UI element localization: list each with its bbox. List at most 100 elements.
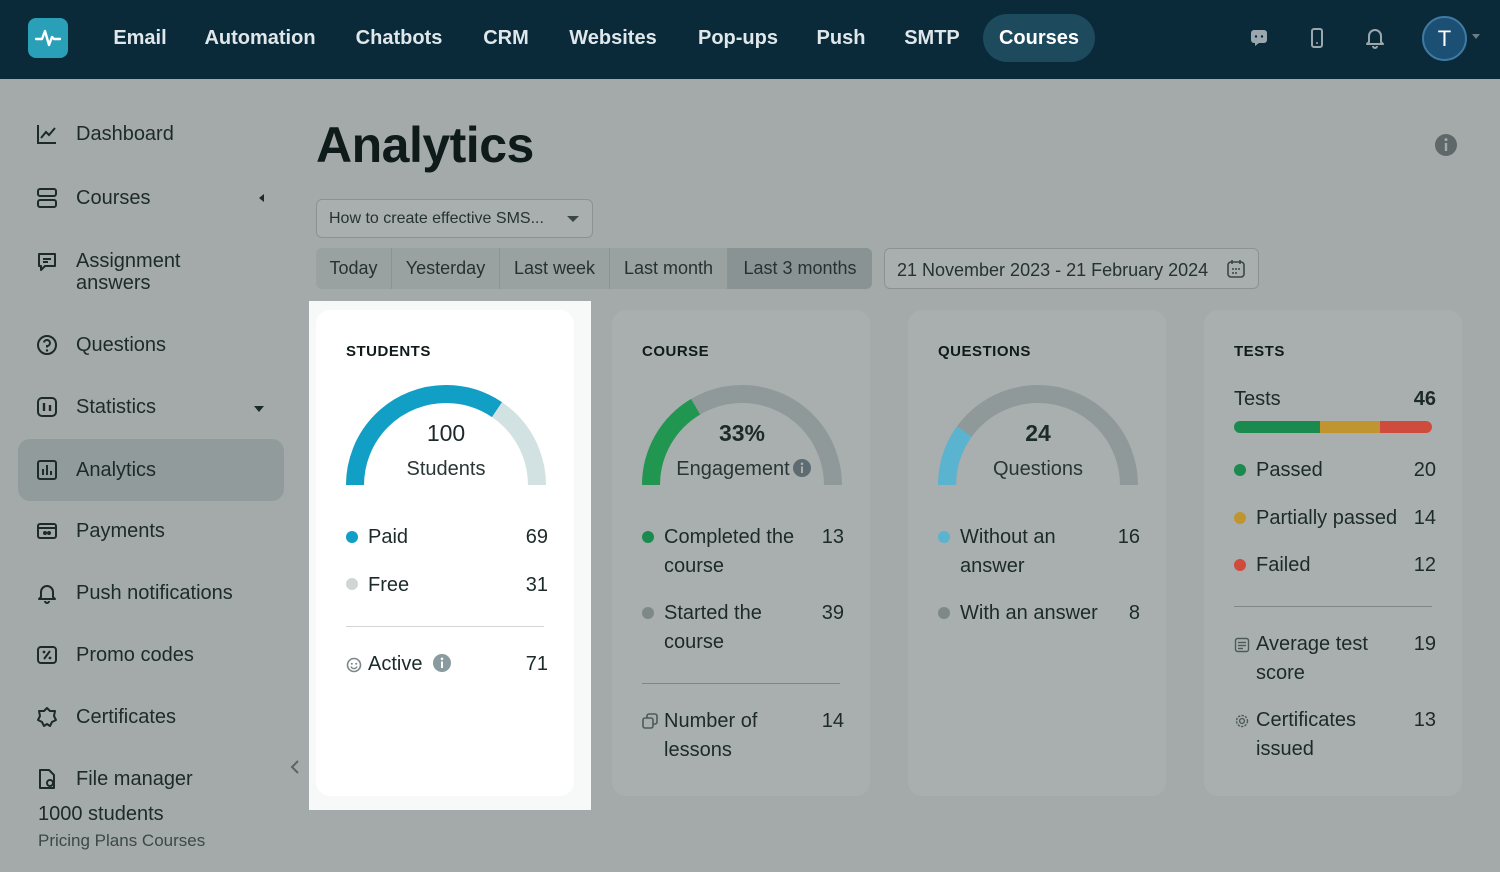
page-title: Analytics	[316, 117, 534, 173]
nav-popups[interactable]: Pop-ups	[698, 27, 778, 49]
stack-icon	[36, 187, 58, 209]
caret-down-icon[interactable]	[254, 406, 264, 412]
sidebar-item-label: Assignment	[76, 250, 181, 272]
file-icon	[36, 768, 58, 790]
avatar-caret-icon[interactable]	[1472, 34, 1480, 39]
started-dot	[642, 607, 654, 619]
top-navigation-bar: Email Automation Chatbots CRM Websites P…	[0, 0, 1500, 79]
active-label: Active	[368, 653, 423, 675]
nav-push[interactable]: Push	[816, 27, 866, 49]
plan-subtitle: Pricing Plans Courses	[38, 831, 206, 850]
certificates-value: 13	[1413, 709, 1436, 731]
lessons-label: Number of	[664, 710, 758, 732]
divider	[1234, 606, 1432, 607]
with-answer-value: 8	[1128, 602, 1140, 624]
free-dot	[346, 578, 358, 590]
date-range-value: 21 November 2023 - 21 February 2024	[897, 260, 1209, 280]
failed-dot	[1234, 559, 1246, 571]
chevron-left-icon[interactable]	[288, 758, 302, 776]
started-label-2: course	[664, 631, 725, 653]
free-value: 31	[525, 574, 548, 596]
caret-left-icon[interactable]	[259, 194, 264, 202]
students-count: 100	[426, 420, 466, 446]
questions-count-label: Questions	[992, 458, 1084, 480]
divider	[346, 626, 544, 627]
certificates-label-2: issued	[1256, 738, 1314, 760]
students-card: STUDENTS 100 Students Paid 69 Free 31 Ac…	[316, 310, 574, 796]
lessons-value: 14	[821, 710, 844, 732]
without-answer-label-2: answer	[960, 555, 1025, 577]
pulse-logo-icon[interactable]	[28, 18, 68, 58]
nav-courses[interactable]: Courses	[983, 14, 1095, 62]
questions-card: QUESTIONS 24 Questions Without an answer…	[908, 310, 1166, 796]
tests-label: Tests	[1234, 388, 1281, 410]
active-value: 71	[525, 653, 548, 675]
students-gauge	[346, 385, 546, 486]
sidebar-item-statistics[interactable]: Statistics	[18, 376, 284, 438]
sidebar-item-dashboard[interactable]: Dashboard	[18, 103, 284, 165]
sidebar-item-promo-codes[interactable]: Promo codes	[18, 624, 284, 686]
range-last-week[interactable]: Last week	[500, 248, 610, 289]
questions-count: 24	[1025, 420, 1051, 446]
course-select-value: How to create effective SMS...	[329, 210, 544, 227]
smile-icon	[346, 657, 362, 673]
average-score-label-2: score	[1256, 662, 1305, 684]
active-info-icon[interactable]	[432, 653, 452, 673]
sidebar-item-label: Push notifications	[76, 582, 233, 604]
nav-automation[interactable]: Automation	[204, 27, 316, 49]
date-range-tabs: Today Yesterday Last week Last month Las…	[316, 248, 872, 289]
started-value: 39	[821, 602, 844, 624]
tests-progress-bar	[1234, 421, 1432, 433]
ticket-percent-icon	[36, 644, 58, 666]
nav-chatbots[interactable]: Chatbots	[355, 27, 443, 49]
engagement-value: 33%	[718, 420, 766, 446]
mobile-device-icon[interactable]	[1306, 26, 1328, 50]
paid-label: Paid	[368, 526, 409, 548]
free-label: Free	[368, 574, 410, 596]
partial-value: 14	[1413, 507, 1436, 529]
nav-email[interactable]: Email	[113, 27, 167, 49]
sidebar-item-payments[interactable]: Payments	[18, 500, 284, 562]
sidebar-item-analytics[interactable]: Analytics	[18, 439, 284, 501]
sidebar-item-push-notifications[interactable]: Push notifications	[18, 562, 284, 624]
passed-label: Passed	[1256, 459, 1323, 481]
paid-value: 69	[525, 526, 548, 548]
completed-label: Completed the	[664, 526, 795, 548]
engagement-label: Engagement	[676, 458, 790, 480]
calendar-icon	[1226, 259, 1246, 279]
wallet-icon	[36, 520, 58, 542]
sidebar-item-certificates[interactable]: Certificates	[18, 686, 284, 748]
completed-dot	[642, 531, 654, 543]
partial-label: Partially passed	[1256, 507, 1398, 529]
nav-crm[interactable]: CRM	[483, 27, 529, 49]
range-last-3-months[interactable]: Last 3 months	[728, 248, 872, 289]
without-answer-dot	[938, 531, 950, 543]
bell-icon	[36, 582, 58, 604]
tests-value: 46	[1413, 388, 1436, 410]
paid-dot	[346, 531, 358, 543]
date-range-picker[interactable]: 21 November 2023 - 21 February 2024	[884, 248, 1259, 289]
engagement-info-icon[interactable]	[792, 458, 812, 478]
students-count-label: Students	[406, 458, 486, 480]
bar-chart-icon	[36, 459, 58, 481]
sidebar-item-courses[interactable]: Courses	[18, 167, 284, 229]
info-icon[interactable]	[1434, 133, 1458, 157]
bell-notifications-icon[interactable]	[1364, 26, 1386, 50]
sidebar-item-label: Payments	[76, 520, 165, 542]
with-answer-label: With an answer	[960, 602, 1098, 624]
stats-icon	[36, 396, 58, 418]
course-select[interactable]: How to create effective SMS...	[316, 199, 593, 238]
sidebar-item-label: answers	[76, 272, 151, 294]
chat-bubble-icon[interactable]	[1248, 26, 1270, 50]
sidebar-item-file-manager[interactable]: File manager	[18, 748, 284, 810]
user-avatar[interactable]: T	[1422, 16, 1467, 61]
card-title: COURSE	[642, 343, 710, 360]
sidebar-item-questions[interactable]: Questions	[18, 314, 284, 376]
sidebar-item-label: Questions	[76, 334, 167, 356]
nav-smtp[interactable]: SMTP	[904, 27, 960, 49]
sidebar-item-assignment-answers[interactable]: Assignment answers	[18, 242, 284, 308]
range-last-month[interactable]: Last month	[610, 248, 728, 289]
range-today[interactable]: Today	[316, 248, 392, 289]
nav-websites[interactable]: Websites	[569, 27, 657, 49]
range-yesterday[interactable]: Yesterday	[392, 248, 500, 289]
